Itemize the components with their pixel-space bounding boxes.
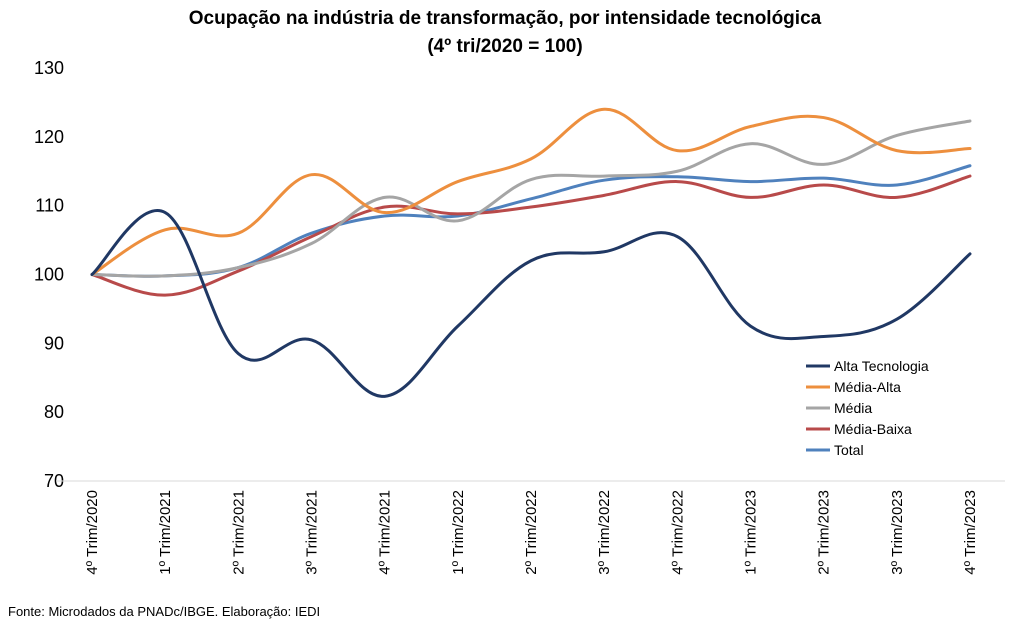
series-line-alta-tecnologia (90, 209, 972, 398)
x-tick-label: 3º Trim/2022 (596, 490, 613, 575)
legend-label: Média-Alta (834, 379, 901, 395)
series-line-media (90, 119, 972, 278)
x-tick-label: 2º Trim/2022 (523, 490, 540, 575)
legend-label: Média (834, 400, 872, 416)
x-tick-label: 1º Trim/2023 (743, 490, 760, 575)
x-tick-label: 3º Trim/2021 (304, 490, 321, 575)
line-chart: Ocupação na indústria de transformação, … (34, 8, 1005, 575)
y-tick-label: 80 (44, 402, 64, 422)
series-line-media-alta (90, 107, 972, 276)
x-tick-label: 4º Trim/2020 (84, 490, 101, 575)
legend-label: Média-Baixa (834, 421, 912, 437)
y-tick-label: 130 (34, 58, 64, 78)
series-group (90, 107, 972, 398)
y-tick-label: 70 (44, 471, 64, 491)
y-tick-label: 90 (44, 333, 64, 353)
x-tick-label: 4º Trim/2021 (377, 490, 394, 575)
x-axis-ticks: 4º Trim/2020 1º Trim/2021 2º Trim/2021 3º T… (84, 490, 979, 575)
x-tick-label: 2º Trim/2023 (816, 490, 833, 575)
legend: Alta Tecnologia Média-Alta Média Média-Baix… (806, 358, 929, 458)
series-line-media-baixa (90, 174, 972, 297)
x-tick-label: 1º Trim/2021 (157, 490, 174, 575)
y-tick-label: 100 (34, 265, 64, 285)
y-tick-label: 110 (35, 196, 64, 216)
chart-title: Ocupação na indústria de transformação, … (189, 8, 822, 29)
y-tick-label: 120 (34, 127, 64, 147)
legend-label: Alta Tecnologia (834, 358, 929, 374)
x-tick-label: 4º Trim/2022 (669, 490, 686, 575)
chart-subtitle: (4º tri/2020 = 100) (427, 36, 582, 57)
y-axis-ticks: 70 80 90 100 110 120 130 (34, 58, 64, 491)
x-tick-label: 1º Trim/2022 (450, 490, 467, 575)
x-tick-label: 4º Trim/2023 (962, 490, 979, 575)
x-tick-label: 3º Trim/2023 (889, 490, 906, 575)
x-tick-label: 2º Trim/2021 (230, 490, 247, 575)
legend-label: Total (834, 442, 864, 458)
source-note: Fonte: Microdados da PNADc/IBGE. Elabora… (8, 604, 321, 619)
